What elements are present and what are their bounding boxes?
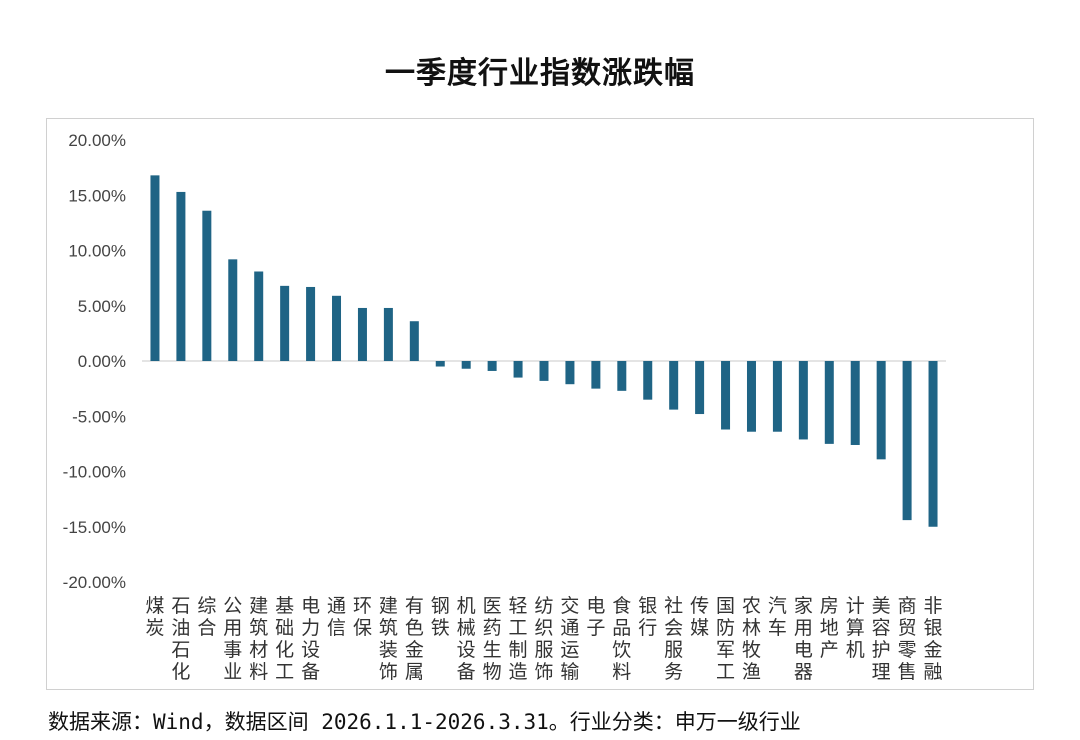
category-label: 煤炭 bbox=[145, 595, 164, 639]
category-label: 银行 bbox=[638, 595, 657, 639]
bar bbox=[876, 361, 886, 460]
category-label: 建筑材料 bbox=[249, 595, 268, 683]
bar bbox=[357, 307, 367, 361]
category-label: 家用电器 bbox=[794, 595, 813, 683]
bar bbox=[746, 361, 756, 432]
bar bbox=[669, 361, 679, 410]
category-label: 商贸零售 bbox=[898, 595, 917, 683]
bar bbox=[695, 361, 705, 415]
category-label: 综合 bbox=[197, 595, 216, 639]
category-label: 通信 bbox=[327, 595, 346, 639]
category-label: 国防军工 bbox=[716, 595, 735, 683]
y-tick-label: 15.00% bbox=[68, 186, 126, 205]
category-label: 食品饮料 bbox=[612, 595, 631, 683]
data-source-note: 数据来源：Wind，数据区间 2026.1.1-2026.3.31。行业分类：申… bbox=[48, 710, 801, 734]
y-tick-label: -5.00% bbox=[72, 407, 126, 426]
category-label: 农林牧渔 bbox=[742, 595, 761, 683]
bar bbox=[539, 361, 549, 381]
bar bbox=[902, 361, 912, 521]
bar bbox=[461, 361, 471, 369]
category-label: 非银金融 bbox=[924, 595, 943, 683]
y-tick-label: -20.00% bbox=[63, 573, 126, 592]
y-tick-label: 20.00% bbox=[68, 131, 126, 150]
bar bbox=[280, 285, 290, 361]
category-label: 公用事业 bbox=[223, 595, 242, 683]
bar bbox=[306, 286, 316, 361]
bar bbox=[850, 361, 860, 445]
category-label: 有色金属 bbox=[405, 595, 424, 683]
chart-title: 一季度行业指数涨跌幅 bbox=[385, 56, 695, 91]
category-label: 美容护理 bbox=[872, 595, 891, 683]
bar bbox=[591, 361, 601, 389]
bar bbox=[383, 307, 393, 361]
bar bbox=[772, 361, 782, 432]
bar bbox=[928, 361, 938, 527]
category-label: 医药生物 bbox=[483, 595, 502, 683]
category-label: 汽车 bbox=[768, 595, 787, 639]
category-label: 社会服务 bbox=[664, 595, 683, 683]
bar bbox=[798, 361, 808, 440]
bar bbox=[513, 361, 523, 378]
y-tick-label: -10.00% bbox=[63, 463, 126, 482]
category-label: 基础化工 bbox=[275, 595, 294, 683]
y-tick-label: 0.00% bbox=[78, 352, 126, 371]
category-label: 环保 bbox=[353, 595, 372, 639]
category-label: 电子 bbox=[586, 595, 605, 639]
category-label: 电力设备 bbox=[301, 595, 320, 683]
category-label: 机械设备 bbox=[457, 595, 476, 683]
bar bbox=[824, 361, 834, 444]
bar bbox=[721, 361, 731, 430]
category-label: 钢铁 bbox=[431, 595, 450, 639]
category-label: 石油石化 bbox=[171, 595, 190, 683]
bar bbox=[176, 191, 186, 361]
bar bbox=[617, 361, 627, 391]
category-label: 建筑装饰 bbox=[379, 595, 398, 683]
category-label: 纺织服饰 bbox=[534, 595, 553, 683]
y-tick-label: 10.00% bbox=[68, 242, 126, 261]
category-label: 交通运输 bbox=[560, 595, 579, 683]
chart-frame bbox=[46, 118, 1034, 690]
category-label: 计算机 bbox=[846, 595, 865, 661]
category-label: 房地产 bbox=[820, 595, 839, 661]
bar bbox=[150, 175, 160, 361]
bar bbox=[202, 210, 212, 361]
category-label: 轻工制造 bbox=[509, 595, 528, 683]
y-tick-label: 5.00% bbox=[78, 297, 126, 316]
bar bbox=[435, 361, 445, 367]
bar bbox=[332, 295, 342, 361]
y-tick-label: -15.00% bbox=[63, 518, 126, 537]
bar bbox=[643, 361, 653, 400]
bar bbox=[565, 361, 575, 385]
bar bbox=[228, 259, 238, 361]
bar bbox=[254, 271, 264, 361]
category-label: 传媒 bbox=[690, 595, 709, 639]
bar bbox=[487, 361, 497, 371]
bar bbox=[409, 321, 419, 361]
